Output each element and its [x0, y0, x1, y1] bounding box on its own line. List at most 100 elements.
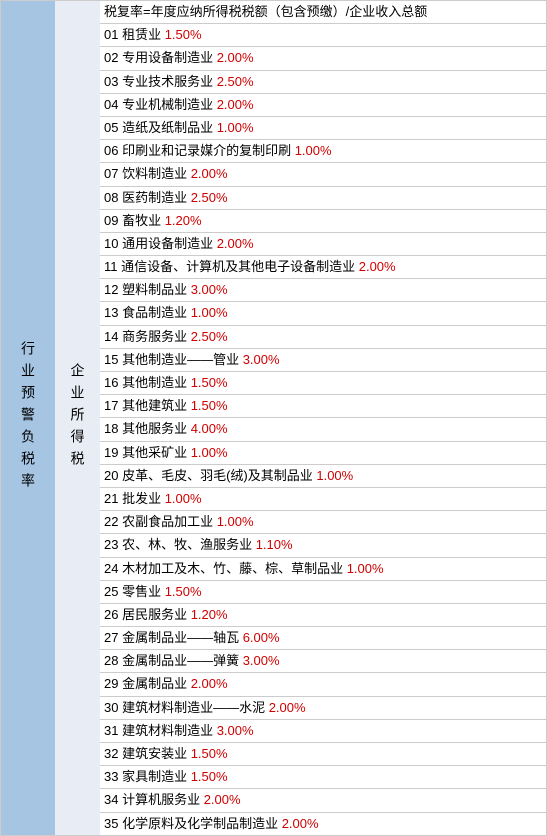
- industry-name: 通信设备、计算机及其他电子设备制造业: [121, 259, 359, 274]
- tax-rate: 1.00%: [165, 491, 202, 506]
- tax-rate: 2.50%: [191, 190, 228, 205]
- row-number: 27: [104, 630, 122, 645]
- row-number: 35: [104, 816, 122, 831]
- data-column: 税复率=年度应纳所得税税额（包含预缴）/企业收入总额 01 租赁业 1.50%0…: [100, 0, 547, 836]
- tax-table: 行业预警负税率 企业所得税 税复率=年度应纳所得税税额（包含预缴）/企业收入总额…: [0, 0, 547, 836]
- table-row: 08 医药制造业 2.50%: [100, 186, 547, 209]
- industry-name: 其他制造业——管业: [122, 352, 243, 367]
- row-number: 09: [104, 213, 122, 228]
- industry-name: 专用设备制造业: [122, 50, 217, 65]
- row-number: 28: [104, 653, 122, 668]
- row-number: 15: [104, 352, 122, 367]
- tax-rate: 1.00%: [217, 120, 254, 135]
- subcategory-label: 企业所得税: [68, 363, 88, 473]
- row-number: 31: [104, 723, 122, 738]
- row-number: 02: [104, 50, 122, 65]
- tax-rate: 2.00%: [282, 816, 319, 831]
- row-number: 32: [104, 746, 122, 761]
- table-row: 17 其他建筑业 1.50%: [100, 394, 547, 417]
- tax-rate: 1.00%: [316, 468, 353, 483]
- table-row: 24 木材加工及木、竹、藤、棕、草制品业 1.00%: [100, 557, 547, 580]
- table-row: 25 零售业 1.50%: [100, 580, 547, 603]
- industry-name: 金属制品业——弹簧: [122, 653, 243, 668]
- industry-name: 商务服务业: [122, 329, 191, 344]
- row-number: 06: [104, 143, 122, 158]
- table-row: 06 印刷业和记录媒介的复制印刷 1.00%: [100, 139, 547, 162]
- table-row: 30 建筑材料制造业——水泥 2.00%: [100, 696, 547, 719]
- row-number: 24: [104, 561, 122, 576]
- row-number: 29: [104, 676, 122, 691]
- table-row: 04 专业机械制造业 2.00%: [100, 93, 547, 116]
- tax-rate: 1.50%: [165, 584, 202, 599]
- row-number: 05: [104, 120, 122, 135]
- row-number: 01: [104, 27, 122, 42]
- table-row: 14 商务服务业 2.50%: [100, 325, 547, 348]
- row-number: 14: [104, 329, 122, 344]
- tax-rate: 2.00%: [269, 700, 306, 715]
- tax-rate: 3.00%: [217, 723, 254, 738]
- row-number: 30: [104, 700, 122, 715]
- table-row: 31 建筑材料制造业 3.00%: [100, 719, 547, 742]
- industry-name: 金属制品业——轴瓦: [122, 630, 243, 645]
- tax-rate: 4.00%: [191, 421, 228, 436]
- row-number: 12: [104, 282, 122, 297]
- table-row: 35 化学原料及化学制品制造业 2.00%: [100, 812, 547, 836]
- category-label: 行业预警负税率: [18, 341, 38, 495]
- industry-name: 农副食品加工业: [122, 514, 217, 529]
- tax-rate: 1.00%: [217, 514, 254, 529]
- industry-name: 家具制造业: [122, 769, 191, 784]
- table-row: 10 通用设备制造业 2.00%: [100, 232, 547, 255]
- row-number: 07: [104, 166, 122, 181]
- tax-rate: 1.00%: [191, 445, 228, 460]
- industry-name: 饮料制造业: [122, 166, 191, 181]
- industry-name: 畜牧业: [122, 213, 165, 228]
- row-number: 20: [104, 468, 122, 483]
- tax-rate: 1.20%: [165, 213, 202, 228]
- table-row: 03 专业技术服务业 2.50%: [100, 70, 547, 93]
- row-number: 17: [104, 398, 122, 413]
- tax-rate: 6.00%: [243, 630, 280, 645]
- table-row: 29 金属制品业 2.00%: [100, 672, 547, 695]
- table-row: 12 塑料制品业 3.00%: [100, 278, 547, 301]
- table-row: 02 专用设备制造业 2.00%: [100, 46, 547, 69]
- industry-name: 农、林、牧、渔服务业: [122, 537, 256, 552]
- industry-name: 皮革、毛皮、羽毛(绒)及其制品业: [122, 468, 316, 483]
- table-row: 23 农、林、牧、渔服务业 1.10%: [100, 533, 547, 556]
- industry-name: 建筑材料制造业——水泥: [122, 700, 269, 715]
- tax-rate: 2.00%: [359, 259, 396, 274]
- table-row: 15 其他制造业——管业 3.00%: [100, 348, 547, 371]
- industry-name: 居民服务业: [122, 607, 191, 622]
- row-number: 22: [104, 514, 122, 529]
- industry-name: 医药制造业: [122, 190, 191, 205]
- row-number: 23: [104, 537, 122, 552]
- row-number: 04: [104, 97, 122, 112]
- industry-name: 批发业: [122, 491, 165, 506]
- industry-name: 建筑安装业: [122, 746, 191, 761]
- industry-name: 其他制造业: [122, 375, 191, 390]
- table-row: 13 食品制造业 1.00%: [100, 301, 547, 324]
- industry-name: 食品制造业: [122, 305, 191, 320]
- table-row: 11 通信设备、计算机及其他电子设备制造业 2.00%: [100, 255, 547, 278]
- tax-rate: 1.00%: [191, 305, 228, 320]
- industry-name: 专业技术服务业: [122, 74, 217, 89]
- industry-name: 木材加工及木、竹、藤、棕、草制品业: [122, 561, 347, 576]
- tax-rate: 3.00%: [191, 282, 228, 297]
- tax-rate: 2.50%: [217, 74, 254, 89]
- industry-name: 通用设备制造业: [122, 236, 217, 251]
- industry-name: 造纸及纸制品业: [122, 120, 217, 135]
- row-number: 25: [104, 584, 122, 599]
- table-row: 20 皮革、毛皮、羽毛(绒)及其制品业 1.00%: [100, 464, 547, 487]
- industry-name: 塑料制品业: [122, 282, 191, 297]
- table-row: 34 计算机服务业 2.00%: [100, 788, 547, 811]
- tax-rate: 1.00%: [347, 561, 384, 576]
- industry-name: 其他服务业: [122, 421, 191, 436]
- tax-rate: 1.50%: [191, 769, 228, 784]
- row-number: 10: [104, 236, 122, 251]
- table-row: 27 金属制品业——轴瓦 6.00%: [100, 626, 547, 649]
- table-row: 05 造纸及纸制品业 1.00%: [100, 116, 547, 139]
- table-row: 33 家具制造业 1.50%: [100, 765, 547, 788]
- industry-name: 零售业: [122, 584, 165, 599]
- table-row: 16 其他制造业 1.50%: [100, 371, 547, 394]
- tax-rate: 1.50%: [165, 27, 202, 42]
- tax-rate: 1.50%: [191, 398, 228, 413]
